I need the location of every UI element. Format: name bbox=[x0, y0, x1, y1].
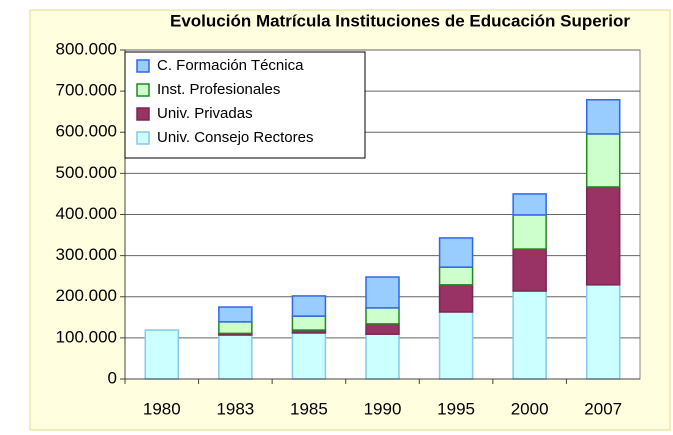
bar-segment bbox=[512, 248, 547, 292]
chart-title: Evolución Matrícula Instituciones de Edu… bbox=[170, 11, 630, 30]
bar-segment bbox=[218, 321, 253, 335]
bar-segment bbox=[512, 214, 547, 250]
x-tick-label: 1983 bbox=[216, 399, 254, 418]
legend-box bbox=[124, 51, 366, 159]
bar-segment bbox=[291, 315, 327, 331]
legend-label: C. Formación Técnica bbox=[157, 57, 304, 74]
y-tick-label: 0 bbox=[108, 368, 117, 387]
bar-segment bbox=[218, 334, 253, 380]
bar-segment bbox=[144, 329, 180, 380]
x-tick-label: 1990 bbox=[364, 399, 402, 418]
x-tick-label: 1980 bbox=[143, 399, 181, 418]
legend-swatch bbox=[136, 131, 150, 145]
bar-segment bbox=[438, 237, 474, 268]
bar-segment bbox=[585, 284, 621, 380]
legend-swatch bbox=[136, 59, 150, 73]
legend-swatch bbox=[136, 107, 150, 121]
x-tick-label: 2000 bbox=[511, 399, 549, 418]
y-tick-label: 600.000 bbox=[56, 122, 117, 141]
bar-segment bbox=[291, 332, 327, 380]
bar-segment bbox=[585, 186, 621, 286]
y-tick-label: 500.000 bbox=[56, 163, 117, 182]
bar-segment bbox=[438, 311, 474, 380]
bar-segment bbox=[365, 333, 400, 380]
bar-segment bbox=[585, 99, 621, 135]
bar-segment bbox=[291, 295, 327, 317]
bar-segment bbox=[585, 133, 621, 188]
bar-segment bbox=[438, 284, 474, 313]
y-tick-label: 300.000 bbox=[56, 245, 117, 264]
x-tick-label: 2007 bbox=[584, 399, 622, 418]
y-tick-label: 400.000 bbox=[56, 204, 117, 223]
legend-swatch bbox=[136, 83, 150, 97]
bar-segment bbox=[365, 323, 400, 335]
bar-segment bbox=[365, 276, 400, 309]
bar-segment bbox=[438, 266, 474, 286]
bar-segment bbox=[512, 193, 547, 216]
bar-segment bbox=[365, 307, 400, 325]
legend-label: Univ. Privadas bbox=[157, 105, 253, 122]
y-tick-label: 200.000 bbox=[56, 286, 117, 305]
legend-label: Inst. Profesionales bbox=[157, 81, 280, 98]
legend-label: Univ. Consejo Rectores bbox=[157, 129, 313, 146]
y-tick-label: 100.000 bbox=[56, 327, 117, 346]
bar-segment bbox=[218, 306, 253, 323]
y-tick-label: 800.000 bbox=[56, 39, 117, 58]
x-tick-label: 1985 bbox=[290, 399, 328, 418]
x-tick-label: 1995 bbox=[437, 399, 475, 418]
bar-segment bbox=[512, 290, 547, 380]
y-tick-label: 700.000 bbox=[56, 81, 117, 100]
